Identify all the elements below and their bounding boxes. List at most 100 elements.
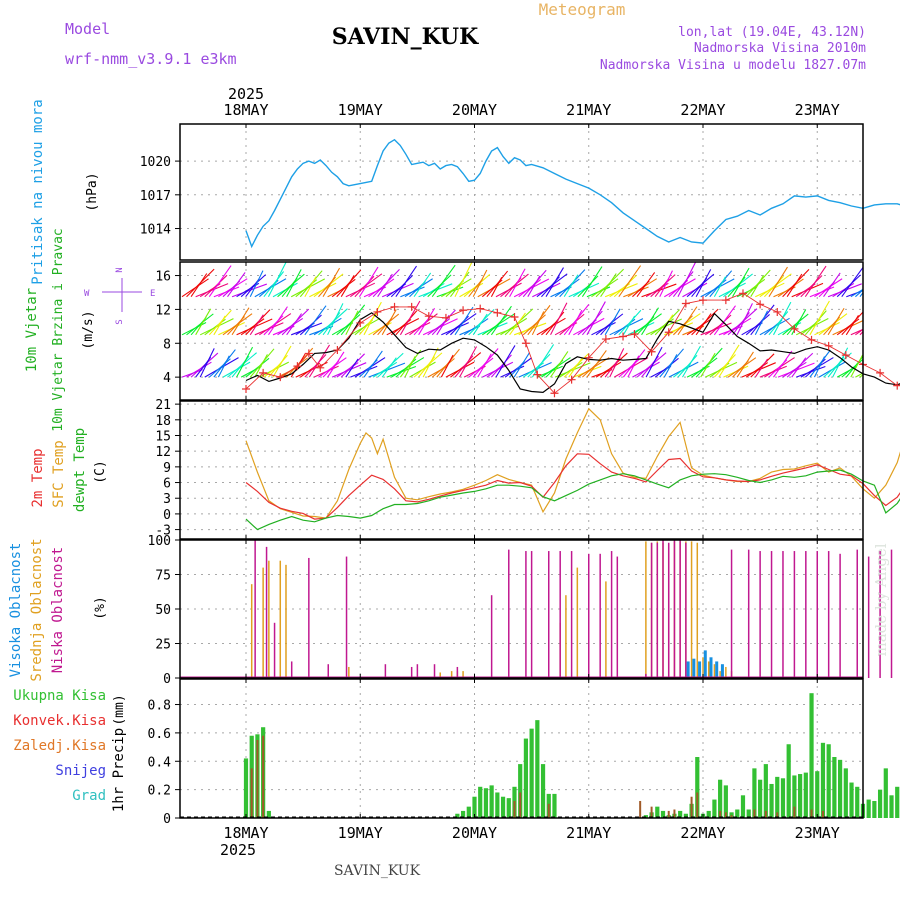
- bottom-day-label: 18MAY: [223, 824, 268, 842]
- wind-barb: [286, 269, 302, 297]
- wind-barb: [236, 346, 254, 378]
- wind-barb: [682, 345, 701, 378]
- wind-barb: [304, 276, 317, 297]
- total-precip-bar: [460, 810, 466, 818]
- total-precip-bar: [792, 775, 797, 818]
- total-precip-bar: [495, 792, 500, 818]
- wind-barb: [249, 270, 264, 297]
- wind-barb: [545, 267, 564, 297]
- cloud-ytick-label: 25: [155, 638, 171, 653]
- top-day-label: 19MAY: [338, 101, 383, 119]
- pressure-ytick-label: 1014: [140, 223, 171, 238]
- pressure-line: [245, 138, 900, 249]
- cloud-border: [179, 539, 864, 679]
- wind-barb: [841, 311, 863, 336]
- wind-barb: [208, 309, 232, 336]
- total-precip-bar: [506, 798, 511, 818]
- low-cloud-legend: Niska Oblacnost: [50, 547, 66, 673]
- gust-marker: [521, 339, 530, 348]
- conv-precip-bar: [250, 768, 253, 818]
- wind-barb: [345, 310, 359, 336]
- conv-precip-bar: [764, 810, 767, 818]
- bottom-day-label: 23MAY: [795, 824, 840, 842]
- wind-barb: [809, 300, 830, 336]
- bottom-day-label: 21MAY: [566, 824, 611, 842]
- total-precip-bar: [660, 810, 666, 818]
- wind-barb: [217, 355, 230, 378]
- total-precip-bar: [718, 779, 723, 818]
- wind-title-first: 10m Vjetar: [24, 288, 40, 372]
- wind-barb: [677, 306, 698, 336]
- wind-barb: [695, 269, 712, 297]
- wind-title: 10m Vjetar Brzina i Pravac: [51, 228, 66, 432]
- total-precip-bar: [266, 810, 271, 818]
- legend-conv-precip: Konvek.Kisa: [13, 713, 106, 729]
- gust-marker: [790, 324, 799, 333]
- wind-barb: [413, 272, 432, 298]
- wind-barb: [618, 358, 641, 378]
- total-precip-bar: [695, 757, 700, 818]
- wind-barb: [518, 279, 542, 298]
- wind-barb: [322, 267, 341, 297]
- wind-ytick-label: 4: [163, 371, 171, 386]
- total-precip-bar: [518, 764, 523, 818]
- total-precip-bar: [735, 809, 740, 818]
- bottom-day-label: 20MAY: [452, 824, 497, 842]
- wind-barb: [563, 274, 579, 298]
- temperature-ytick-label: 6: [163, 477, 171, 492]
- top-day-label: 22MAY: [680, 101, 725, 119]
- temperature-ytick-label: 9: [163, 461, 171, 476]
- wind-barb: [600, 273, 617, 298]
- cloud-unit: (%): [93, 596, 108, 619]
- dewpt-legend: dewpt Temp: [72, 428, 88, 512]
- total-precip-bar: [883, 768, 888, 818]
- t2m-line: [245, 453, 900, 520]
- bottom-day-label: 19MAY: [338, 824, 383, 842]
- conv-precip-bar: [513, 800, 516, 818]
- conv-precip-bar: [821, 810, 824, 818]
- legend-total-precip: Ukupna Kisa: [13, 688, 106, 704]
- wind-barb: [832, 347, 849, 378]
- total-precip-bar: [712, 799, 717, 818]
- gust-marker: [824, 341, 833, 350]
- gust-marker: [476, 304, 485, 313]
- wind-barb: [800, 275, 823, 298]
- conv-precip-bar: [650, 806, 653, 818]
- wind-barb: [791, 357, 807, 378]
- temperature-ytick-label: 18: [155, 414, 171, 429]
- wind-barb: [713, 276, 726, 297]
- watermark: made by Angel: [872, 543, 890, 656]
- total-precip-bar: [706, 810, 711, 818]
- gust-marker: [567, 375, 576, 384]
- conv-precip-bar: [256, 739, 259, 818]
- total-precip-bar: [763, 764, 768, 818]
- wind-barb: [641, 283, 677, 298]
- total-precip-bar: [895, 786, 900, 818]
- gust-marker: [584, 353, 593, 362]
- wind-barb: [836, 318, 860, 336]
- wind-barb: [490, 354, 512, 378]
- wind-barb: [377, 273, 393, 298]
- top-day-label: 23MAY: [795, 101, 840, 119]
- wind-barb: [586, 301, 606, 336]
- total-precip-bar: [746, 809, 751, 818]
- wind-barb: [809, 349, 831, 378]
- wind-barb: [231, 307, 250, 336]
- wind-speed-line: [245, 312, 900, 394]
- total-precip-bar: [786, 744, 791, 818]
- wind-barb: [636, 272, 656, 298]
- wind-barb: [450, 271, 470, 298]
- wind-barb: [490, 277, 503, 297]
- wind-barb: [754, 310, 769, 336]
- total-precip-bar: [752, 768, 757, 818]
- top-day-label: 18MAY: [223, 101, 268, 119]
- total-precip-bar: [500, 796, 506, 818]
- total-precip-bar: [472, 796, 477, 818]
- conv-precip-bar: [810, 809, 813, 818]
- total-precip-bar: [803, 772, 808, 818]
- total-precip-bar: [535, 720, 540, 818]
- wind-barb: [527, 304, 551, 336]
- wind-barb: [645, 346, 663, 378]
- wind-barb: [550, 302, 568, 336]
- total-precip-bar: [769, 783, 774, 818]
